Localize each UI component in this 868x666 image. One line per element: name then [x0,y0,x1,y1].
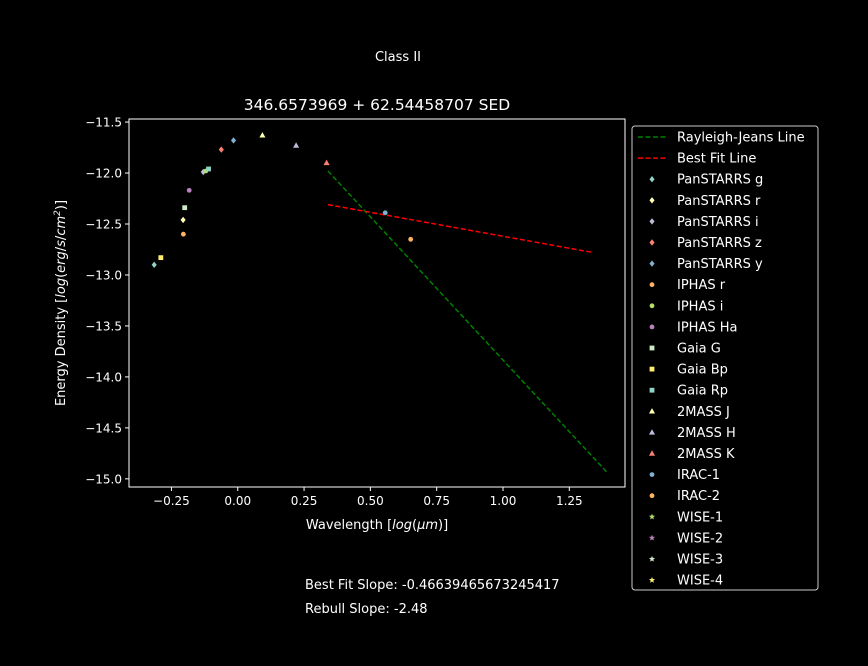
y-tick-label: −13.5 [85,319,122,333]
legend-marker [649,260,655,267]
data-point [408,236,414,242]
x-tick-label: 0.00 [224,494,251,508]
legend-label: WISE-1 [677,510,723,525]
legend-marker [648,513,656,520]
legend: Rayleigh-Jeans Line Best Fit Line PanSTARR… [631,125,819,591]
data-point [206,166,211,172]
data-point [259,132,266,138]
y-tick-label: −12.0 [85,167,122,181]
x-tick-label: 1.00 [490,494,517,508]
legend-label: 2MASS J [677,405,730,420]
legend-label: WISE-4 [677,574,723,589]
legend-label: PanSTARRS g [677,173,763,188]
data-point [218,146,224,153]
legend-label: PanSTARRS z [677,236,762,251]
legend-label: PanSTARRS r [677,194,761,209]
legend-box [631,125,819,591]
x-tick-label: −0.25 [153,494,190,508]
rebull-slope-text: Rebull Slope: -2.48 [305,602,428,617]
chart-title: 346.6573969 + 62.54458707 SED [244,96,510,114]
legend-marker [649,345,655,351]
x-tick-label: 0.25 [291,494,318,508]
legend-marker [649,197,655,204]
legend-label: WISE-3 [677,553,723,568]
best-fit-slope-text: Best Fit Slope: -0.46639465673245417 [305,578,560,593]
legend-label: WISE-2 [677,531,723,546]
legend-label: IRAC-2 [677,489,720,504]
data-point [158,255,164,261]
legend-marker [649,282,655,288]
data-point [382,210,388,216]
data-points [151,132,414,268]
legend-label: Gaia Bp [677,363,728,378]
legend-label: IRAC-1 [677,468,720,483]
data-point [230,137,237,144]
y-tick-label: −11.5 [85,116,122,130]
legend-marker [649,218,655,225]
legend-label: Rayleigh-Jeans Line [677,131,805,146]
plot-area: −0.25 0.00 0.25 0.50 0.75 1.00 1.25 −11.5 −12.0… [85,116,626,508]
legend-marker [649,366,655,372]
fit-lines [327,170,607,473]
legend-label: IPHAS Ha [677,320,737,335]
data-point [151,261,157,268]
legend-label: IPHAS r [677,278,726,293]
legend-label: PanSTARRS y [677,257,763,272]
legend-label: 2MASS K [677,447,735,462]
y-tick-label: −13.0 [85,268,122,282]
data-point [293,142,300,148]
legend-label: Best Fit Line [677,152,756,167]
legend-marker [649,303,655,309]
legend-marker [649,176,655,183]
best-fit-line [327,203,594,254]
figure-suptitle: Class II [375,50,421,65]
x-tick-label: 0.50 [357,494,384,508]
x-tick-label: 1.25 [556,494,583,508]
legend-marker [649,493,655,499]
legend-marker [649,239,655,246]
legend-label: Gaia G [677,342,721,357]
y-axis-ticks: −11.5 −12.0 −12.5 −13.0 −13.5 −14.0 −14.5 −15.0 [85,116,129,486]
y-tick-label: −14.0 [85,370,122,384]
data-point [186,187,192,193]
x-axis-label: Wavelength [log(μm)] [306,518,448,533]
legend-marker [648,555,656,562]
rayleigh-jeans-line [327,170,607,473]
legend-label: Gaia Rp [677,384,728,399]
legend-marker [649,324,655,330]
legend-marker [648,450,656,456]
legend-marker [648,429,656,435]
y-tick-label: −14.5 [85,421,122,435]
legend-marker [649,472,655,477]
y-tick-label: −12.5 [85,217,122,231]
x-tick-label: 0.75 [423,494,450,508]
y-axis-label: Energy Density [log(erg/s/cm2)] [53,200,69,406]
legend-label: IPHAS i [677,299,723,314]
x-axis-ticks: −0.25 0.00 0.25 0.50 0.75 1.00 1.25 [153,487,583,508]
legend-marker [648,576,656,583]
data-point [180,231,186,237]
data-point [182,205,188,211]
legend-label: PanSTARRS i [677,215,759,230]
data-point [323,159,330,166]
legend-marker [649,387,655,393]
legend-label: 2MASS H [677,426,736,441]
y-tick-label: −15.0 [85,472,122,486]
axes-frame [128,118,626,488]
legend-marker [648,408,656,414]
legend-marker [648,534,656,541]
data-point [180,216,186,224]
